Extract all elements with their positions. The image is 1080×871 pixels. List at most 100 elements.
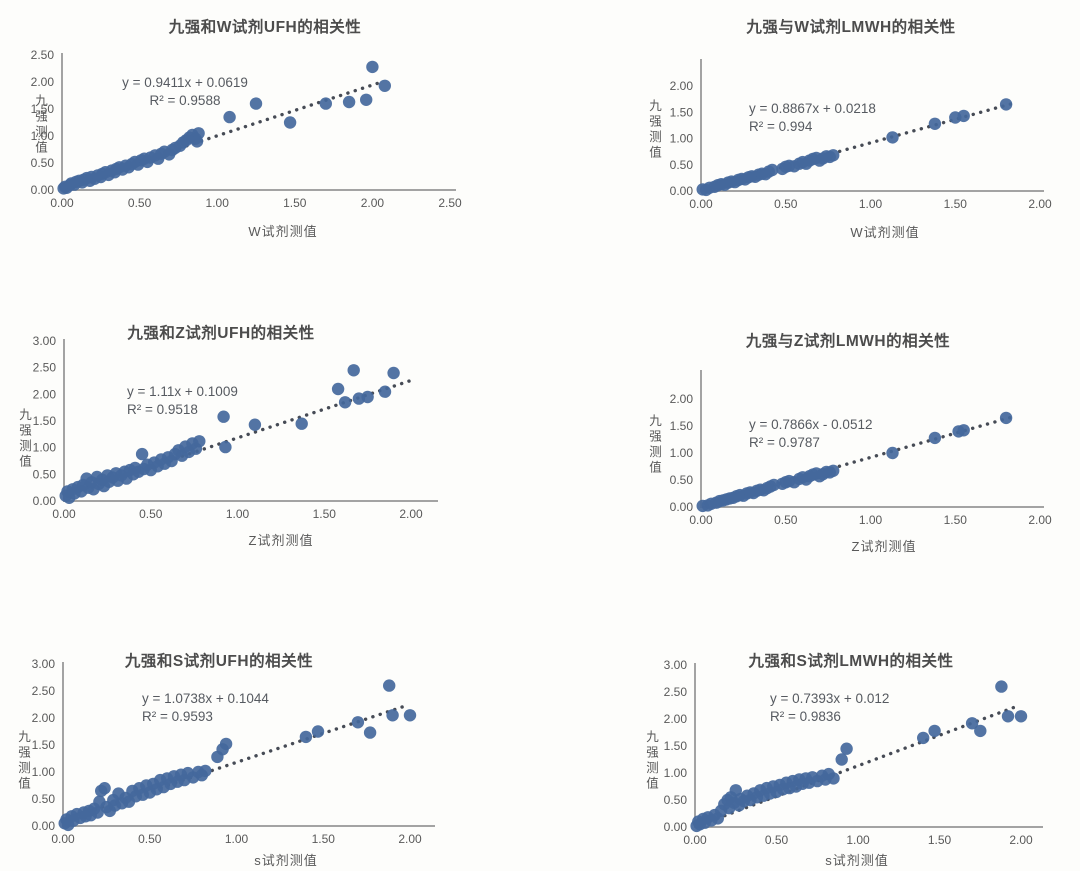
data-point (999, 98, 1013, 111)
data-point (219, 737, 233, 751)
equation-line: y = 0.8867x + 0.0218 (749, 101, 876, 116)
data-point (299, 730, 313, 744)
y-tick-label: 2.00 (670, 79, 694, 93)
data-point (223, 110, 236, 124)
trendline-equation: y = 1.11x + 0.1009 R² = 0.9518 (127, 383, 238, 419)
chart-title: 九强和S试剂LMWH的相关性 (748, 652, 954, 670)
y-tick-label: 1.00 (664, 766, 688, 780)
y-axis-title: 九强测值 (647, 99, 661, 161)
chart-title: 九强和Z试剂UFH的相关性 (127, 324, 315, 342)
x-axis-title: Z试剂测值 (851, 539, 917, 554)
y-tick-label: 0.00 (664, 820, 688, 834)
y-tick-label: 2.00 (33, 387, 57, 401)
trendline-equation: y = 1.0738x + 0.1044 R² = 0.9593 (142, 690, 269, 726)
data-point (217, 410, 230, 423)
data-point (387, 366, 400, 380)
y-tick-label: 2.50 (664, 685, 688, 699)
data-point (1014, 710, 1028, 723)
x-tick-label: 0.50 (128, 196, 152, 210)
y-tick-label: 1.00 (670, 446, 694, 460)
data-point (366, 60, 379, 74)
trendline (71, 704, 407, 819)
equation-line: y = 1.0738x + 0.1044 (142, 691, 269, 706)
scatter-plot-z-lmwh: 0.00 0.50 1.00 1.50 2.00 0.00 0.50 1.00 1.50 2.00 (670, 370, 1052, 527)
y-tick-label: 2.00 (670, 392, 694, 406)
y-tick-label: 2.50 (31, 48, 55, 62)
y-tick-label: 1.00 (33, 441, 57, 455)
scatter-plot-s-ufh: 0.00 0.50 1.00 1.50 2.00 2.50 3.00 0.00 0.50 1.00… (32, 657, 435, 846)
y-tick-label: 2.50 (32, 684, 56, 698)
y-tick-label: 0.00 (670, 500, 694, 514)
y-tick-label: 1.50 (33, 414, 57, 428)
y-axis-title: 九强测值 (33, 94, 47, 156)
data-points (58, 679, 417, 832)
y-tick-label: 3.00 (32, 657, 56, 671)
trendline (70, 378, 413, 495)
x-tick-label: 0.50 (139, 507, 163, 521)
y-tick-label: 0.00 (33, 494, 57, 508)
y-tick-label: 0.50 (32, 792, 56, 806)
data-point (378, 79, 391, 93)
scatter-plot-w-ufh: 0.00 0.50 1.00 1.50 2.00 2.50 0.00 0.50 1.00 1.50… (31, 48, 462, 210)
scatter-plot-w-lmwh: 0.00 0.50 1.00 1.50 2.00 0.00 0.50 1.00 1.50 2.00 (670, 59, 1052, 211)
x-tick-label: 1.50 (944, 513, 968, 527)
y-tick-label: 2.00 (32, 711, 56, 725)
data-point (840, 742, 853, 755)
data-points (690, 680, 1028, 833)
r-squared-line: R² = 0.9588 (149, 93, 221, 108)
y-tick-label: 1.50 (31, 102, 55, 116)
x-tick-label: 2.50 (438, 196, 462, 210)
x-tick-label: 1.00 (846, 833, 870, 847)
data-point (827, 772, 840, 785)
data-point (827, 464, 840, 477)
y-tick-label: 1.00 (32, 765, 56, 779)
chart-s-ufh: 0.00 0.50 1.00 1.50 2.00 2.50 3.00 0.00 0.50 1.00… (0, 580, 540, 871)
y-tick-label: 1.00 (31, 129, 55, 143)
y-tick-label: 1.50 (670, 105, 694, 119)
data-point (311, 725, 325, 738)
y-tick-label: 1.00 (670, 132, 694, 146)
y-axis-title: 九强测值 (644, 730, 658, 792)
data-point (957, 424, 970, 437)
x-tick-label: 2.00 (1028, 513, 1052, 527)
scatter-plot-z-ufh: 0.00 0.50 1.00 1.50 2.00 2.50 3.00 0.00 0.50 1.00… (33, 334, 438, 521)
r-squared-line: R² = 0.9836 (770, 709, 841, 724)
chart-z-ufh: 0.00 0.50 1.00 1.50 2.00 2.50 3.00 0.00 0.50 1.00… (0, 290, 540, 580)
data-point (917, 731, 930, 745)
x-tick-label: 1.50 (313, 507, 337, 521)
chart-s-lmwh: 0.00 0.50 1.00 1.50 2.00 2.50 3.00 0.00 0.50 1.00… (540, 580, 1080, 871)
y-tick-label: 1.50 (32, 738, 56, 752)
chart-w-ufh: 0.00 0.50 1.00 1.50 2.00 2.50 0.00 0.50 1.00 1.50… (0, 0, 540, 290)
data-point (363, 726, 377, 739)
data-point (928, 117, 942, 130)
x-axis-title: s试剂测值 (254, 853, 318, 868)
y-tick-label: 0.50 (31, 156, 55, 170)
equation-line: y = 0.9411x + 0.0619 (122, 75, 248, 90)
trendline-equation: y = 0.7866x - 0.0512 R² = 0.9787 (749, 416, 872, 452)
data-point (835, 753, 848, 766)
y-tick-label: 1.50 (670, 419, 694, 433)
x-tick-label: 1.00 (859, 197, 883, 211)
chart-title: 九强和S试剂UFH的相关性 (124, 652, 314, 670)
y-tick-label: 0.50 (670, 158, 694, 172)
chart-w-lmwh: 0.00 0.50 1.00 1.50 2.00 0.00 0.50 1.00 1.50 2.00… (540, 0, 1080, 290)
x-tick-label: 1.00 (206, 196, 230, 210)
chart-title: 九强与W试剂LMWH的相关性 (746, 18, 956, 36)
data-point (928, 431, 942, 445)
x-tick-label: 2.00 (1028, 197, 1052, 211)
data-point (331, 382, 345, 396)
data-point (319, 97, 332, 110)
y-axis-title: 九强测值 (647, 414, 661, 476)
data-point (295, 417, 308, 430)
y-tick-label: 0.50 (664, 793, 688, 807)
x-tick-label: 1.50 (283, 196, 307, 210)
data-point (135, 447, 149, 461)
data-point (886, 446, 899, 460)
y-tick-label: 0.50 (670, 473, 694, 487)
x-tick-label: 0.00 (689, 197, 713, 211)
x-tick-label: 0.00 (50, 196, 74, 210)
chart-z-lmwh: 0.00 0.50 1.00 1.50 2.00 0.00 0.50 1.00 1.50 2.00… (540, 290, 1080, 580)
data-point (248, 418, 262, 431)
x-tick-label: 2.00 (398, 832, 422, 846)
